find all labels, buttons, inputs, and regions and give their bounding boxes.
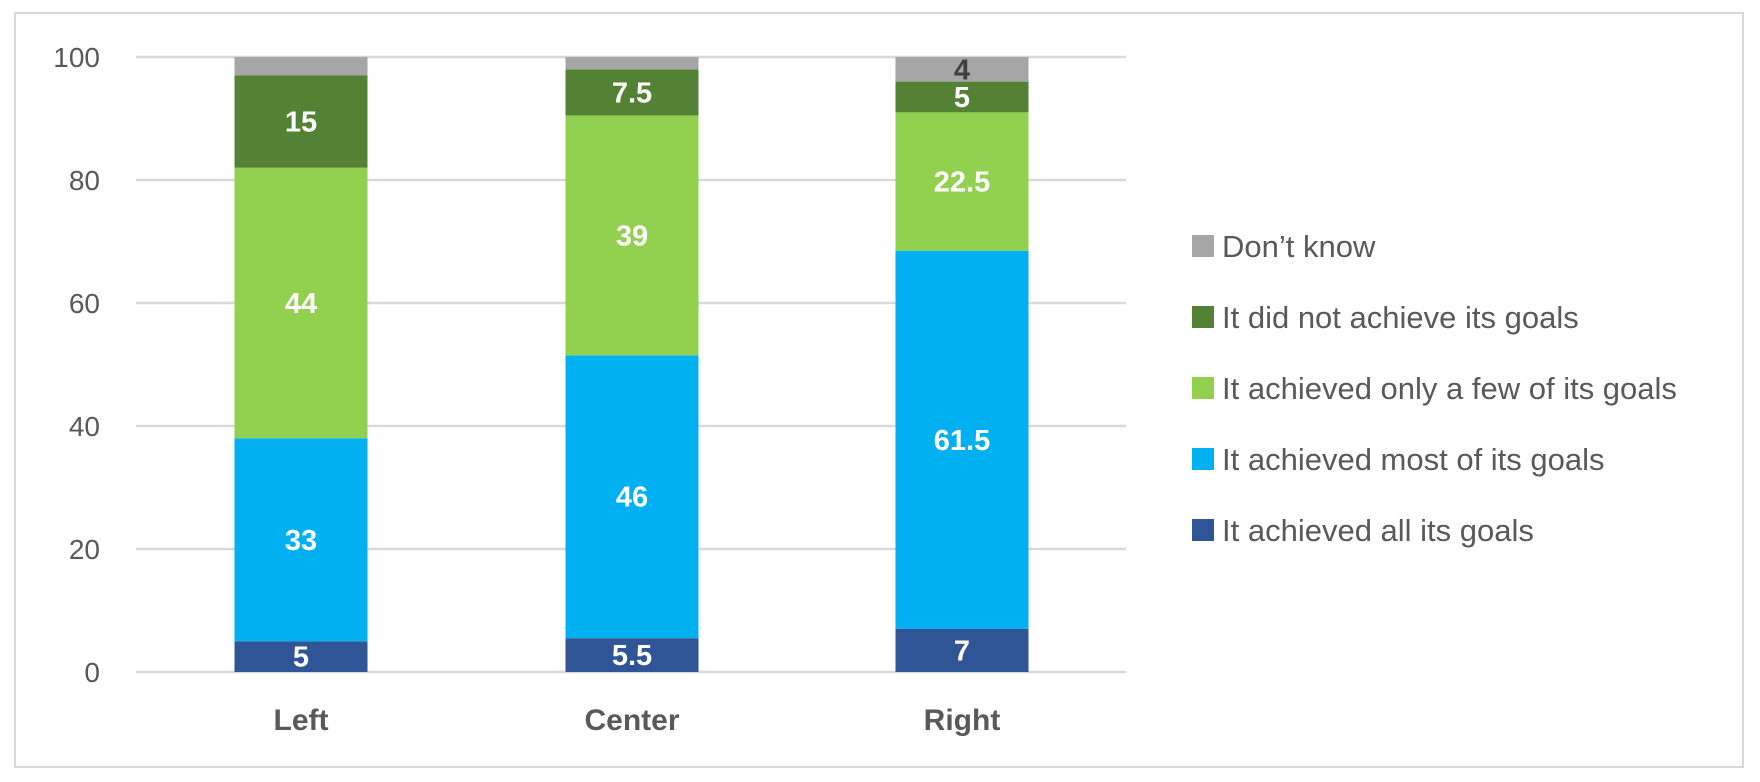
bar-segment [565,355,699,639]
y-tick-label: 60 [69,288,100,319]
bar-segment [565,115,699,356]
bar-segment [895,57,1029,82]
legend-label: It achieved only a few of its goals [1222,371,1677,406]
bar-segment [565,69,699,116]
bar-segment [895,250,1029,629]
bars [234,57,1029,672]
data-label: 39 [616,220,648,252]
data-label: 44 [285,288,317,320]
axis-labels: 0 20 40 60 80 100 Left Center Right [53,42,1000,737]
y-tick-label: 80 [69,165,100,196]
y-tick-label: 100 [53,42,100,73]
x-category-label: Center [584,704,679,737]
data-label: 5 [954,82,970,114]
legend-swatch [1192,377,1214,399]
data-label: 5 [293,642,309,674]
data-label: 7.5 [612,77,652,109]
bar-segment [234,438,368,642]
legend-label: Don’t know [1222,229,1376,264]
legend-swatch [1192,519,1214,541]
bar-segment [234,641,368,672]
data-label: 15 [285,107,317,139]
data-label: 4 [954,54,970,86]
y-tick-label: 20 [69,534,100,565]
legend-label: It did not achieve its goals [1222,300,1579,335]
data-label: 5.5 [612,640,652,672]
data-label: 61.5 [934,425,990,457]
y-tick-label: 0 [84,657,100,688]
x-category-label: Left [274,704,329,737]
legend-label: It achieved all its goals [1222,513,1534,548]
bar-segment [565,638,699,672]
bar-segment [565,57,699,70]
legend-label: It achieved most of its goals [1222,442,1605,477]
x-category-label: Right [924,704,1001,737]
legend-swatch [1192,448,1214,470]
bar-segment [895,112,1029,251]
y-tick-label: 40 [69,411,100,442]
data-label: 46 [616,482,648,514]
bar-segment [895,628,1029,672]
legend[interactable]: Don’t know It did not achieve its goals It… [1192,229,1677,548]
data-label: 7 [954,635,970,667]
data-label: 22.5 [934,167,990,199]
legend-swatch [1192,235,1214,257]
data-label: 33 [285,525,317,557]
legend-swatch [1192,306,1214,328]
bar-segment [234,57,368,76]
bar-segment [895,81,1029,113]
bar-segment [234,75,368,168]
bar-segment [234,167,368,439]
